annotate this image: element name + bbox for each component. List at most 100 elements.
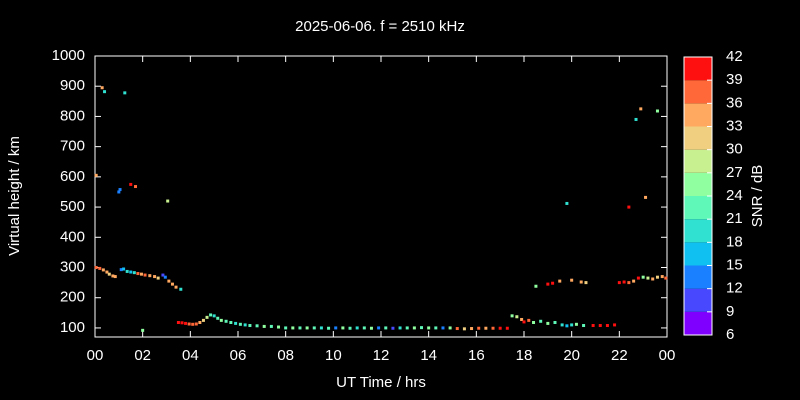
point: [143, 273, 147, 277]
point: [551, 281, 555, 285]
point: [284, 326, 288, 330]
point: [305, 326, 309, 330]
y-tick-label: 100: [60, 319, 85, 336]
point: [334, 326, 338, 330]
point: [613, 323, 617, 327]
point: [427, 326, 431, 330]
point: [298, 326, 302, 330]
point: [355, 326, 359, 330]
point: [101, 268, 105, 272]
point: [532, 320, 536, 324]
x-tick-label: 00: [87, 347, 104, 364]
y-tick-label: 300: [60, 258, 85, 275]
point: [560, 323, 564, 327]
point: [565, 324, 569, 328]
point: [546, 321, 550, 325]
point: [484, 326, 488, 330]
point: [384, 326, 388, 330]
point: [161, 273, 165, 277]
colorbar-tick-label: 24: [726, 187, 743, 204]
point: [636, 276, 640, 280]
point: [179, 287, 183, 291]
y-tick-label: 400: [60, 228, 85, 245]
point: [176, 320, 180, 324]
colorbar-tick-label: 6: [726, 326, 734, 343]
point: [129, 270, 133, 274]
point: [510, 314, 514, 318]
point: [134, 185, 138, 189]
point: [434, 326, 438, 330]
y-tick-label: 1000: [52, 47, 85, 64]
point: [546, 282, 550, 286]
point: [527, 318, 531, 322]
point: [156, 276, 160, 280]
point: [166, 199, 170, 203]
point: [125, 269, 129, 273]
point: [118, 188, 122, 192]
point: [655, 275, 659, 279]
point: [219, 318, 223, 322]
point: [201, 318, 205, 322]
colorbar-band: [684, 57, 712, 81]
point: [319, 326, 323, 330]
colorbar-tick-label: 30: [726, 141, 743, 158]
x-tick-label: 14: [420, 347, 437, 364]
colorbar-label: SNR / dB: [749, 165, 766, 228]
point: [584, 281, 588, 285]
colorbar-band: [684, 149, 712, 173]
point: [174, 285, 178, 289]
y-tick-label: 700: [60, 138, 85, 155]
x-tick-label: 22: [611, 347, 628, 364]
point: [477, 326, 481, 330]
point: [448, 326, 452, 330]
point: [94, 173, 98, 177]
point: [491, 326, 495, 330]
point: [119, 268, 123, 272]
colorbar-tick-label: 15: [726, 256, 743, 273]
colorbar-band: [684, 80, 712, 104]
point: [664, 276, 668, 280]
point: [632, 279, 636, 283]
chart-title: 2025-06-06. f = 2510 kHz: [295, 18, 465, 35]
colorbar-band: [684, 196, 712, 220]
colorbar-band: [684, 126, 712, 150]
colorbar-band: [684, 242, 712, 266]
point: [184, 321, 188, 325]
x-tick-label: 06: [230, 347, 247, 364]
point: [100, 86, 104, 90]
point: [153, 275, 157, 279]
point: [327, 326, 331, 330]
point: [341, 326, 345, 330]
point: [522, 320, 526, 324]
point: [191, 322, 195, 326]
point: [412, 326, 416, 330]
point: [148, 274, 152, 278]
x-tick-label: 20: [563, 347, 580, 364]
point: [362, 326, 366, 330]
point: [238, 322, 242, 326]
colorbar-tick-label: 39: [726, 71, 743, 88]
point: [627, 281, 631, 285]
point: [634, 117, 638, 121]
point: [205, 315, 209, 319]
y-tick-label: 800: [60, 107, 85, 124]
x-tick-label: 10: [325, 347, 342, 364]
point: [605, 324, 609, 328]
y-tick-label: 600: [60, 168, 85, 185]
point: [224, 319, 228, 323]
colorbar-band: [684, 265, 712, 289]
colorbar-tick-label: 42: [726, 48, 743, 65]
point: [243, 323, 247, 327]
point: [216, 316, 220, 320]
colorbar-tick-label: 33: [726, 117, 743, 134]
point: [565, 201, 569, 205]
point: [255, 324, 259, 328]
x-tick-label: 18: [516, 347, 533, 364]
point: [369, 326, 373, 330]
y-tick-label: 500: [60, 198, 85, 215]
point: [462, 327, 466, 331]
point: [269, 324, 273, 328]
point: [398, 326, 402, 330]
point: [277, 325, 281, 329]
